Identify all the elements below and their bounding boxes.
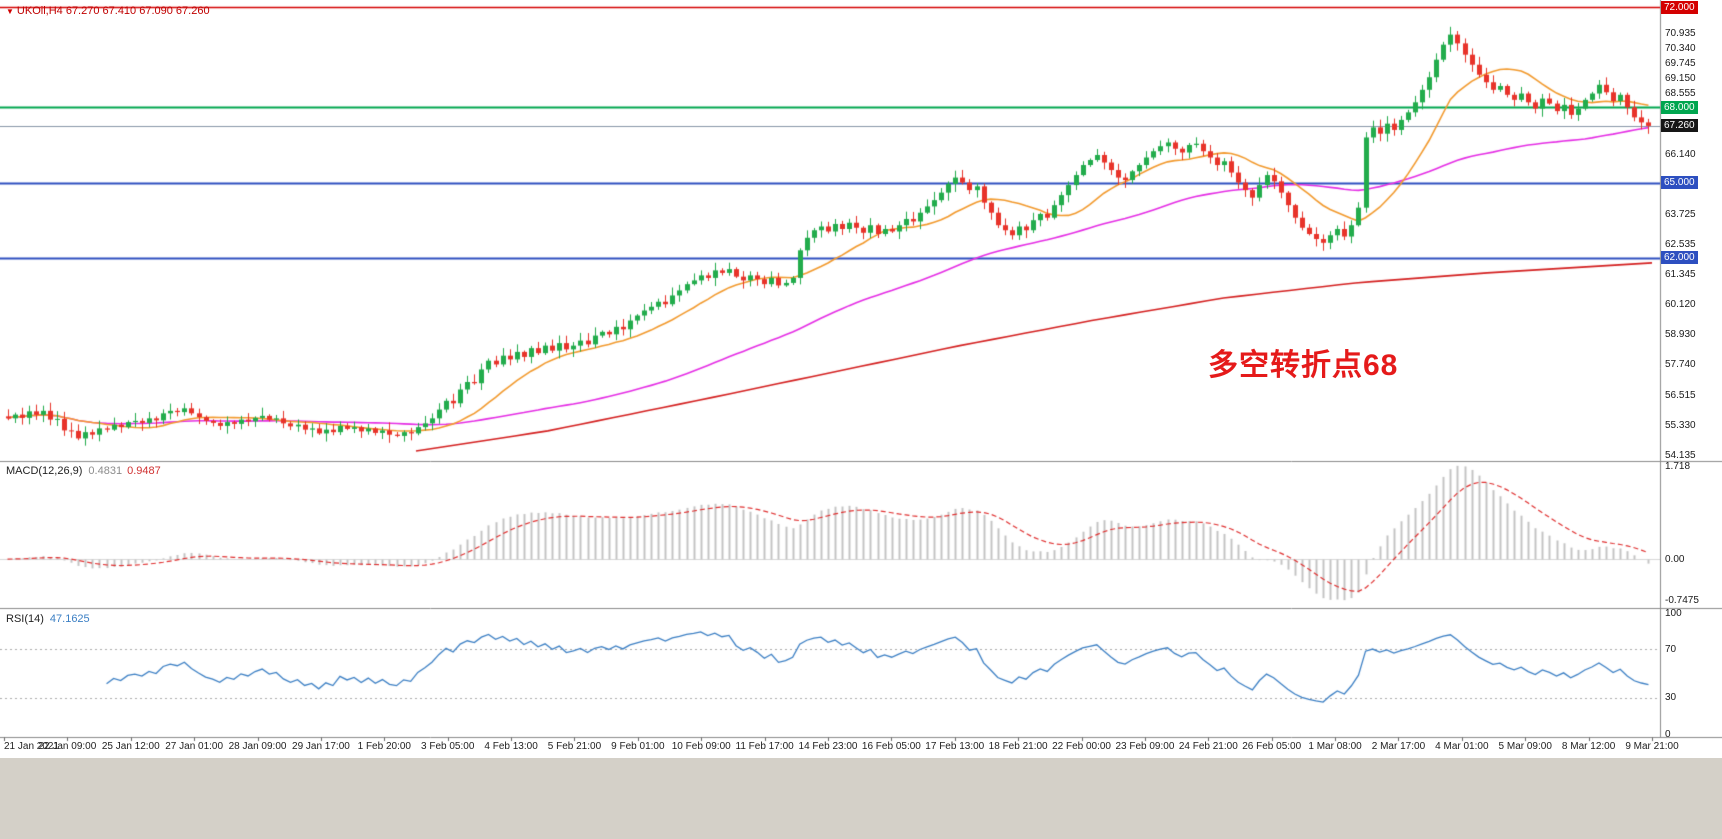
rsi-value: 47.1625 xyxy=(49,613,90,625)
price-scale-label: 72.000 xyxy=(1661,0,1698,14)
price-scale-label: 70.340 xyxy=(1665,43,1696,55)
window-chrome xyxy=(0,758,1722,839)
price-scale-label: 68.000 xyxy=(1661,100,1698,114)
price-scale[interactable]: 72.000 70.935 70.340 69.745 69.150 68.555 68.0… xyxy=(1660,0,1722,758)
price-scale-label: 55.330 xyxy=(1665,419,1696,431)
time-scale-label: 2 Mar 17:00 xyxy=(1371,741,1426,752)
time-scale-label: 27 Jan 01:00 xyxy=(165,741,224,752)
price-scale-label: 54.135 xyxy=(1665,449,1696,461)
price-scale-label: 62.535 xyxy=(1665,238,1696,250)
price-scale-label: 57.740 xyxy=(1665,359,1696,371)
time-scale-label: 11 Feb 17:00 xyxy=(735,741,794,752)
chart-title: ▼ UKOil,H4 67.270 67.410 67.090 67.260 xyxy=(6,5,210,17)
time-scale-label: 16 Feb 05:00 xyxy=(861,741,921,752)
time-scale-label: 1 Feb 20:00 xyxy=(357,741,411,752)
macd-main-value: 0.4831 xyxy=(88,465,123,477)
time-scale-label: 26 Feb 05:00 xyxy=(1242,741,1302,752)
time-scale-label: 22 Jan 09:00 xyxy=(38,741,97,752)
rsi-indicator-label: RSI(14) 47.1625 xyxy=(6,613,90,625)
time-scale-label: 5 Feb 21:00 xyxy=(547,741,602,752)
time-scale-label: 4 Feb 13:00 xyxy=(484,741,538,752)
macd-signal-value: 0.9487 xyxy=(127,465,161,477)
price-scale-label: 66.140 xyxy=(1665,148,1696,160)
time-scale-label: 1 Mar 08:00 xyxy=(1308,741,1362,752)
chart-annotation-text[interactable]: 多空转折点68 xyxy=(1208,349,1399,382)
time-scale-label: 14 Feb 23:00 xyxy=(798,741,858,752)
macd-scale-label: 1.718 xyxy=(1665,461,1691,472)
rsi-scale-label: 70 xyxy=(1665,643,1677,655)
macd-indicator-label: MACD(12,26,9) 0.4831 0.9487 xyxy=(6,465,161,477)
time-scale-label: 25 Jan 12:00 xyxy=(101,741,160,752)
macd-scale-label: -0.7475 xyxy=(1665,595,1699,606)
symbol-marker-icon: ▼ xyxy=(6,7,14,16)
time-scale[interactable]: 21 Jan 2021 22 Jan 09:00 25 Jan 12:00 27 Ja… xyxy=(0,737,1722,758)
price-scale-label: 58.930 xyxy=(1665,329,1696,341)
macd-name: MACD(12,26,9) xyxy=(6,465,83,477)
time-scale-label: 9 Feb 01:00 xyxy=(611,741,665,752)
price-scale-label: 60.120 xyxy=(1665,299,1696,311)
symbol-ohlc-label: UKOil,H4 67.270 67.410 67.090 67.260 xyxy=(16,5,210,17)
price-scale-label: 68.555 xyxy=(1665,87,1696,99)
time-scale-label: 8 Mar 12:00 xyxy=(1561,741,1616,752)
time-scale-label: 21 Jan 2021 xyxy=(4,741,60,752)
price-scale-label: 70.935 xyxy=(1665,28,1696,40)
price-scale-label: 69.745 xyxy=(1665,58,1696,70)
time-scale-label: 18 Feb 21:00 xyxy=(988,741,1048,752)
time-scale-label: 24 Feb 21:00 xyxy=(1178,741,1238,752)
time-scale-label: 29 Jan 17:00 xyxy=(292,741,350,752)
time-scale-label: 23 Feb 09:00 xyxy=(1115,741,1175,752)
time-scale-label: 4 Mar 01:00 xyxy=(1435,741,1489,752)
rsi-scale-label: 100 xyxy=(1665,607,1682,619)
rsi-name: RSI(14) xyxy=(6,613,44,625)
time-scale-label: 17 Feb 13:00 xyxy=(925,741,985,752)
time-scale-label: 28 Jan 09:00 xyxy=(228,741,287,752)
time-scale-label: 9 Mar 21:00 xyxy=(1625,741,1679,752)
price-scale-label: 69.150 xyxy=(1665,73,1696,84)
price-scale-label: 61.345 xyxy=(1665,268,1696,280)
time-scale-label: 3 Feb 05:00 xyxy=(421,741,475,752)
time-scale-label: 10 Feb 09:00 xyxy=(671,741,731,752)
price-scale-label: 63.725 xyxy=(1665,209,1696,221)
price-scale-label: 62.000 xyxy=(1661,251,1698,265)
price-scale-label: 56.515 xyxy=(1665,389,1696,401)
time-scale-label: 22 Feb 00:00 xyxy=(1052,741,1111,752)
rsi-scale-label: 0 xyxy=(1665,728,1671,740)
price-scale-label: 65.000 xyxy=(1661,176,1698,190)
price-scale-label: 67.260 xyxy=(1661,119,1698,133)
rsi-scale-label: 30 xyxy=(1665,692,1677,704)
macd-scale-label: 0.00 xyxy=(1665,554,1685,565)
time-scale-label: 5 Mar 09:00 xyxy=(1498,741,1552,752)
